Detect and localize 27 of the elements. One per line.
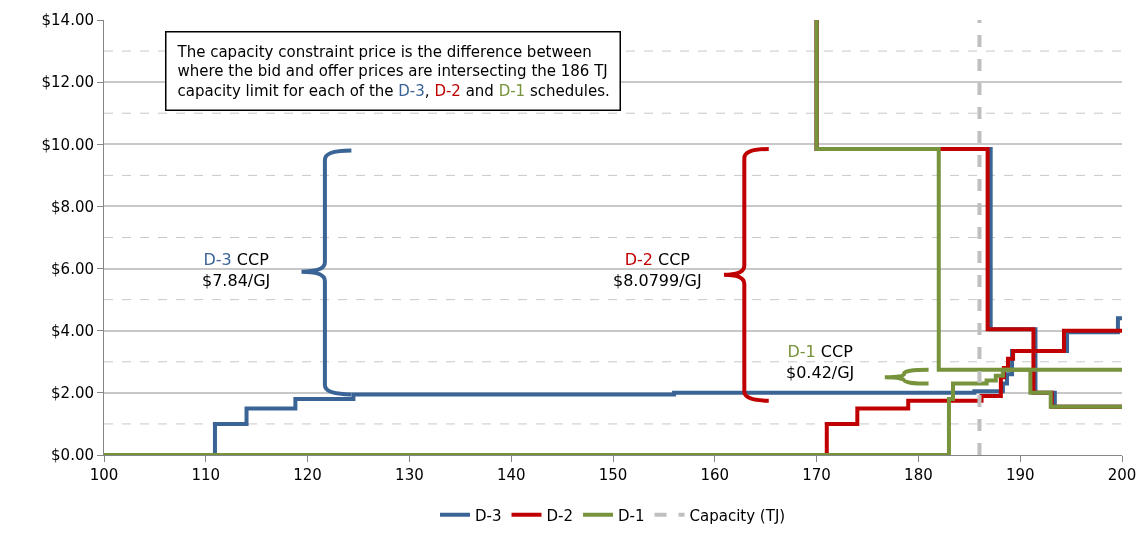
y-tick-label: $8.00 [51, 197, 94, 216]
y-tick-label: $12.00 [41, 73, 94, 92]
x-tick-label: 200 [1107, 466, 1137, 484]
x-tick-label: 190 [1005, 466, 1035, 484]
x-tick-label: 160 [700, 466, 730, 484]
x-tick-label: 140 [496, 466, 526, 484]
text: The capacity constraint price is the difference between where the bid and offer prices are intersecting the 186 TJ capacity limit for each of the D-3, D-2 and D-1 schedules. [177, 42, 610, 100]
legend-label: D-2 [546, 506, 574, 525]
y-tick-label: $0.00 [51, 446, 94, 465]
y-tick-label: $2.00 [51, 384, 94, 403]
y-tick-label: $4.00 [51, 321, 94, 340]
annotation: D-1 CCP $0.42/GJ [786, 342, 855, 382]
x-tick-label: 100 [89, 466, 119, 484]
legend-label: D-1 [618, 506, 645, 525]
y-tick-label: $6.00 [51, 259, 94, 278]
annotation: D-3 CCP $7.84/GJ [202, 250, 271, 290]
x-tick-label: 120 [293, 466, 322, 484]
annotation: D-2 CCP $8.0799/GJ [613, 250, 702, 290]
x-tick-label: 110 [191, 466, 221, 484]
x-tick-label: 170 [802, 466, 831, 484]
y-tick-label: $14.00 [41, 11, 94, 30]
x-tick-label: 130 [395, 466, 424, 484]
x-tick-label: 150 [598, 466, 628, 484]
legend-label: D-3 [475, 506, 502, 525]
x-tick-label: 180 [904, 466, 933, 484]
y-tick-label: $10.00 [41, 135, 94, 154]
legend-label: Capacity (TJ) [689, 506, 786, 525]
